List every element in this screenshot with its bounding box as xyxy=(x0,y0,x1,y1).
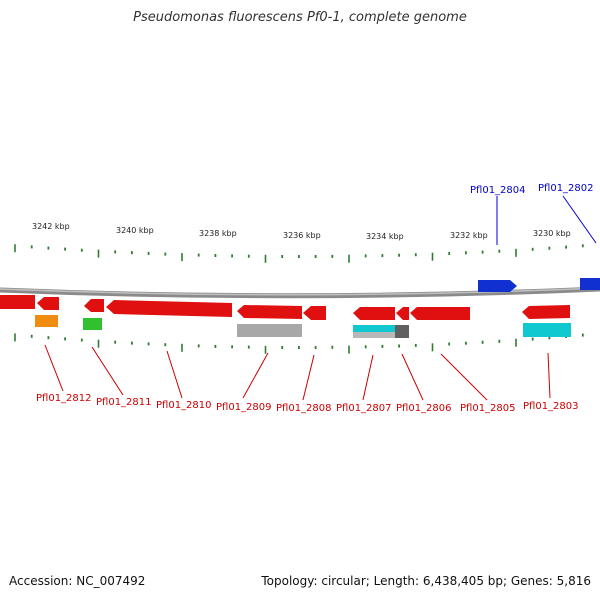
leader-line xyxy=(166,350,183,399)
gene-label: Pfl01_2807 xyxy=(336,403,392,414)
accession-text: Accession: NC_007492 xyxy=(9,574,146,588)
gene-arrow-pfl01-2812-b xyxy=(37,297,59,310)
gene-arrow-pfl01-2805 xyxy=(410,307,470,320)
gene-label: Pfl01_2810 xyxy=(156,400,212,411)
leader-line xyxy=(242,352,269,399)
gene-arrow-pfl01-2804 xyxy=(478,280,517,292)
gene-arrow-pfl01-2806 xyxy=(396,307,409,320)
cog-block-lightgray xyxy=(353,332,395,338)
kbp-label: 3240 kbp xyxy=(116,226,154,235)
map-title: Pseudomonas fluorescens Pf0-1, complete … xyxy=(133,10,467,25)
kbp-label: 3238 kbp xyxy=(199,229,237,238)
cog-block-cyan xyxy=(523,323,571,337)
gene-arrow-pfl01-2803 xyxy=(522,305,570,319)
gene-arrow-pfl01-2811 xyxy=(84,299,104,312)
gene-arrow-pfl01-2807 xyxy=(353,307,395,320)
leader-line xyxy=(302,354,315,401)
leader-line xyxy=(401,353,424,401)
genome-backbone-highlight xyxy=(0,287,600,296)
cog-block-darkgray xyxy=(395,325,409,338)
kbp-label: 3242 kbp xyxy=(32,222,70,231)
gene-label: Pfl01_2811 xyxy=(96,397,152,408)
gene-label: Pfl01_2809 xyxy=(216,402,272,413)
cog-block-orange xyxy=(35,315,58,327)
gene-arrow-pfl01-2808 xyxy=(303,306,326,320)
genome-backbone xyxy=(0,286,600,299)
gene-label: Pfl01_2803 xyxy=(523,401,579,412)
leader-line xyxy=(362,354,374,401)
gene-label: Pfl01_2806 xyxy=(396,403,452,414)
kbp-label: 3234 kbp xyxy=(366,232,404,241)
gene-arrow-pfl01-2809 xyxy=(237,305,302,319)
gene-label: Pfl01_2812 xyxy=(36,393,92,404)
topology-summary: Topology: circular; Length: 6,438,405 bp… xyxy=(261,574,591,588)
leader-line xyxy=(44,344,64,392)
cog-block-cyan xyxy=(353,325,395,332)
gene-arrow-pfl01-2812-a xyxy=(0,295,35,309)
gene-arrow-pfl01-2802 xyxy=(580,278,600,290)
gene-arrow-pfl01-2810 xyxy=(106,300,232,317)
gene-label: Pfl01_2805 xyxy=(460,403,516,414)
kbp-label: 3232 kbp xyxy=(450,231,488,240)
leader-line xyxy=(91,346,124,396)
gene-label: Pfl01_2808 xyxy=(276,403,332,414)
cog-block-gray xyxy=(237,324,302,337)
leader-line xyxy=(562,195,597,244)
gene-label: Pfl01_2802 xyxy=(538,183,594,194)
kbp-label: 3236 kbp xyxy=(283,231,321,240)
leader-line xyxy=(547,352,551,399)
cog-block-green xyxy=(83,318,102,330)
leader-line xyxy=(440,353,488,401)
gene-label: Pfl01_2804 xyxy=(470,185,526,196)
kbp-label: 3230 kbp xyxy=(533,229,571,238)
tick-row-outer xyxy=(14,244,584,263)
